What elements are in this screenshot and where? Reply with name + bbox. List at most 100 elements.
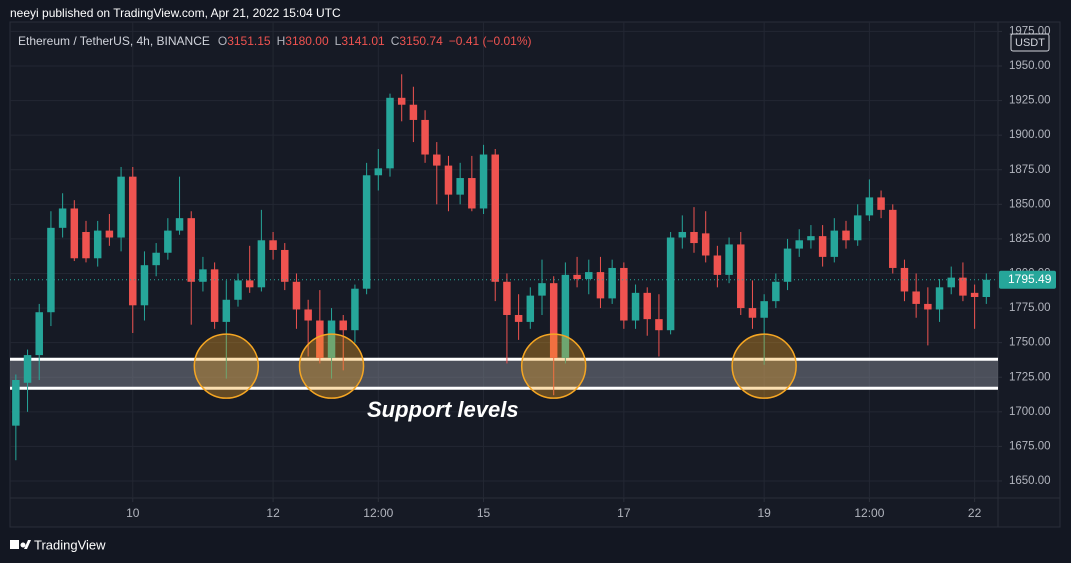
highlight-circle xyxy=(520,333,587,399)
candle-body xyxy=(970,292,979,298)
candle-body xyxy=(222,299,231,322)
x-tick-label: 12 xyxy=(266,506,280,520)
candle-body xyxy=(690,231,698,244)
candle-body xyxy=(199,269,207,282)
plot-area xyxy=(10,74,998,461)
brand: TradingView xyxy=(34,537,106,552)
candle-body xyxy=(468,178,476,209)
x-tick-label: 12:00 xyxy=(363,506,393,520)
candle-body xyxy=(245,280,254,288)
candle-body xyxy=(678,231,687,238)
candle-body xyxy=(608,267,616,299)
candle-body xyxy=(737,244,745,309)
candle-body xyxy=(877,197,885,210)
price-label: 1795.49 xyxy=(1008,272,1052,286)
candle-body xyxy=(152,252,160,266)
candle-body xyxy=(82,231,90,259)
x-tick-label: 17 xyxy=(617,506,631,520)
candle-body xyxy=(362,175,371,289)
candle-body xyxy=(760,301,768,318)
legend-label: L xyxy=(335,34,342,48)
candle-body xyxy=(947,277,955,288)
candle-body xyxy=(620,267,628,321)
x-tick-label: 19 xyxy=(757,506,771,520)
candle-body xyxy=(842,230,850,241)
candle-body xyxy=(853,215,862,241)
candle-body xyxy=(12,380,20,426)
candle-body xyxy=(807,236,815,241)
logo: TradingView xyxy=(10,537,106,552)
candle-body xyxy=(772,281,780,302)
candle-body xyxy=(479,154,488,209)
candle-body xyxy=(175,218,184,231)
currency-badge xyxy=(1010,33,1050,52)
publish-info: neeyi published on TradingView.com, Apr … xyxy=(10,6,341,20)
candle-body xyxy=(47,227,55,313)
candle-body xyxy=(292,281,301,310)
logo-mark xyxy=(10,540,19,549)
candle-body xyxy=(269,240,277,250)
y-tick-label: 1900.00 xyxy=(1009,129,1051,141)
x-tick-label: 15 xyxy=(477,506,491,520)
candle-body xyxy=(129,176,137,306)
candle-body xyxy=(631,292,640,321)
candle-body xyxy=(514,314,523,322)
candle-body xyxy=(889,209,897,268)
candle-body xyxy=(701,233,710,256)
candle-body xyxy=(830,230,839,257)
candle-body xyxy=(316,320,324,358)
candle-body xyxy=(397,97,406,105)
legend-value: 3151.15 xyxy=(227,34,271,48)
legend-value: 3180.00 xyxy=(285,34,329,48)
highlight-circle xyxy=(298,333,365,399)
candle-body xyxy=(164,230,172,253)
candle-body xyxy=(959,277,967,296)
x-tick-label: 22 xyxy=(968,506,982,520)
candle-body xyxy=(585,272,593,280)
candle-body xyxy=(748,308,757,318)
y-tick-label: 1925.00 xyxy=(1009,95,1051,107)
candle-body xyxy=(818,236,827,257)
candle-body xyxy=(549,283,558,358)
candle-body xyxy=(210,269,219,322)
candle-body xyxy=(912,291,920,304)
candle-body xyxy=(900,267,909,292)
y-tick-label: 1850.00 xyxy=(1009,198,1051,210)
logo-mark xyxy=(24,540,31,549)
x-tick-label: 10 xyxy=(126,506,140,520)
candle-body xyxy=(58,208,67,228)
annotation: Support levels xyxy=(367,397,519,422)
y-tick-label: 1675.00 xyxy=(1009,440,1051,452)
candle-body xyxy=(257,240,266,288)
candle-body xyxy=(140,265,149,306)
symbol: Ethereum / TetherUS, 4h, BINANCE xyxy=(18,34,210,48)
candle-body xyxy=(433,154,441,166)
candle-body xyxy=(865,197,874,216)
candle-body xyxy=(561,274,570,358)
candle-body xyxy=(234,280,242,300)
candle-body xyxy=(374,168,383,176)
y-tick-label: 1650.00 xyxy=(1009,475,1051,487)
y-tick-label: 1725.00 xyxy=(1009,371,1051,383)
candle-body xyxy=(503,281,511,315)
candle-body xyxy=(187,218,195,282)
candle-body xyxy=(421,119,429,155)
legend-label: H xyxy=(277,34,286,48)
y-tick-label: 1775.00 xyxy=(1009,302,1051,314)
axes: 1650.00 1675.00 1700.00 1725.00 1750.00 1775.… xyxy=(126,25,1056,520)
candle-body xyxy=(351,288,359,331)
candle-body xyxy=(456,178,464,195)
candle-body xyxy=(982,279,991,298)
candle-body xyxy=(596,272,605,299)
candle-body xyxy=(924,303,932,310)
candle-body xyxy=(386,97,394,169)
candle-body xyxy=(35,312,43,356)
price-label-bg xyxy=(999,270,1056,289)
candle-body xyxy=(281,249,289,282)
legend-label: O xyxy=(218,34,227,48)
candle-body xyxy=(327,320,336,358)
y-tick-label: 1700.00 xyxy=(1009,406,1051,418)
candle-body xyxy=(117,176,125,238)
candle-body xyxy=(105,230,114,238)
